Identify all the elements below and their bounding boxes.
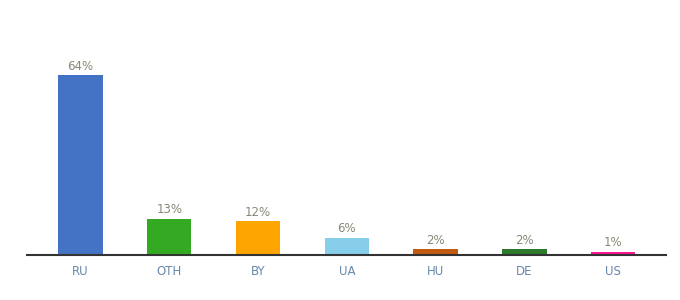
Text: 6%: 6%	[337, 222, 356, 235]
Text: 12%: 12%	[245, 206, 271, 218]
Text: 64%: 64%	[67, 59, 94, 73]
Text: 2%: 2%	[426, 234, 445, 247]
Bar	[147, 218, 192, 255]
Bar	[236, 221, 280, 255]
Text: 2%: 2%	[515, 234, 534, 247]
Bar	[324, 238, 369, 255]
Bar	[502, 249, 547, 255]
Bar	[413, 249, 458, 255]
Bar	[591, 252, 635, 255]
Text: 1%: 1%	[604, 236, 622, 249]
Text: 13%: 13%	[156, 203, 182, 216]
Bar	[58, 75, 103, 255]
